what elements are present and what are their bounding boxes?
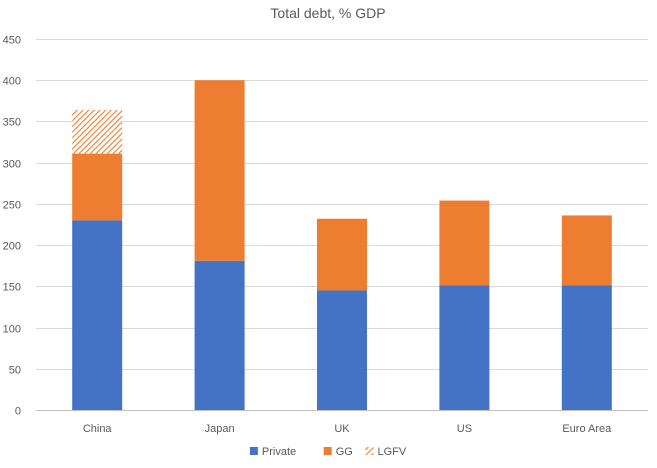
bars (72, 80, 612, 410)
y-tick-label: 0 (15, 406, 21, 418)
legend-label: LGFV (378, 446, 407, 458)
bar-private-china (72, 220, 123, 410)
bar-private-us (439, 285, 490, 410)
bar-gg-japan (194, 80, 245, 261)
legend-swatch (365, 447, 374, 455)
x-category-label: Euro Area (562, 423, 612, 435)
y-tick-label: 350 (3, 117, 21, 129)
y-tick-label: 250 (3, 200, 21, 212)
chart-title: Total debt, % GDP (270, 5, 385, 21)
y-tick-label: 200 (3, 241, 21, 253)
y-tick-label: 150 (3, 282, 21, 294)
y-tick-label: 50 (9, 365, 21, 377)
bar-gg-china (72, 153, 123, 221)
legend-label: GG (336, 446, 353, 458)
legend-label: Private (262, 446, 296, 458)
y-axis-ticks: 0 50 100 150 200 250 300 350 400 450 (3, 35, 21, 418)
legend-swatch (323, 447, 332, 455)
gridlines (36, 39, 648, 370)
legend-item-lgfv: LGFV (365, 446, 407, 458)
legend-item-private: Private (249, 446, 296, 458)
y-tick-label: 100 (3, 324, 21, 336)
bar-gg-euro-area (561, 215, 612, 286)
y-tick-label: 300 (3, 159, 21, 171)
legend-swatch (249, 447, 258, 455)
legend: Private GG LGFV (249, 446, 407, 458)
bar-gg-uk (317, 218, 367, 291)
x-axis-labels: China Japan UK US Euro Area (83, 423, 612, 435)
bar-private-uk (317, 290, 367, 410)
bar-private-euro-area (561, 285, 612, 410)
bar-gg-us (439, 200, 490, 286)
legend-item-gg: GG (323, 446, 353, 458)
y-tick-label: 450 (3, 35, 21, 47)
y-tick-label: 400 (3, 76, 21, 88)
x-category-label: China (83, 423, 113, 435)
bar-lgfv-china (72, 109, 123, 154)
x-category-label: US (457, 423, 472, 435)
x-category-label: UK (334, 423, 350, 435)
x-category-label: Japan (205, 423, 235, 435)
bar-private-japan (194, 260, 245, 410)
